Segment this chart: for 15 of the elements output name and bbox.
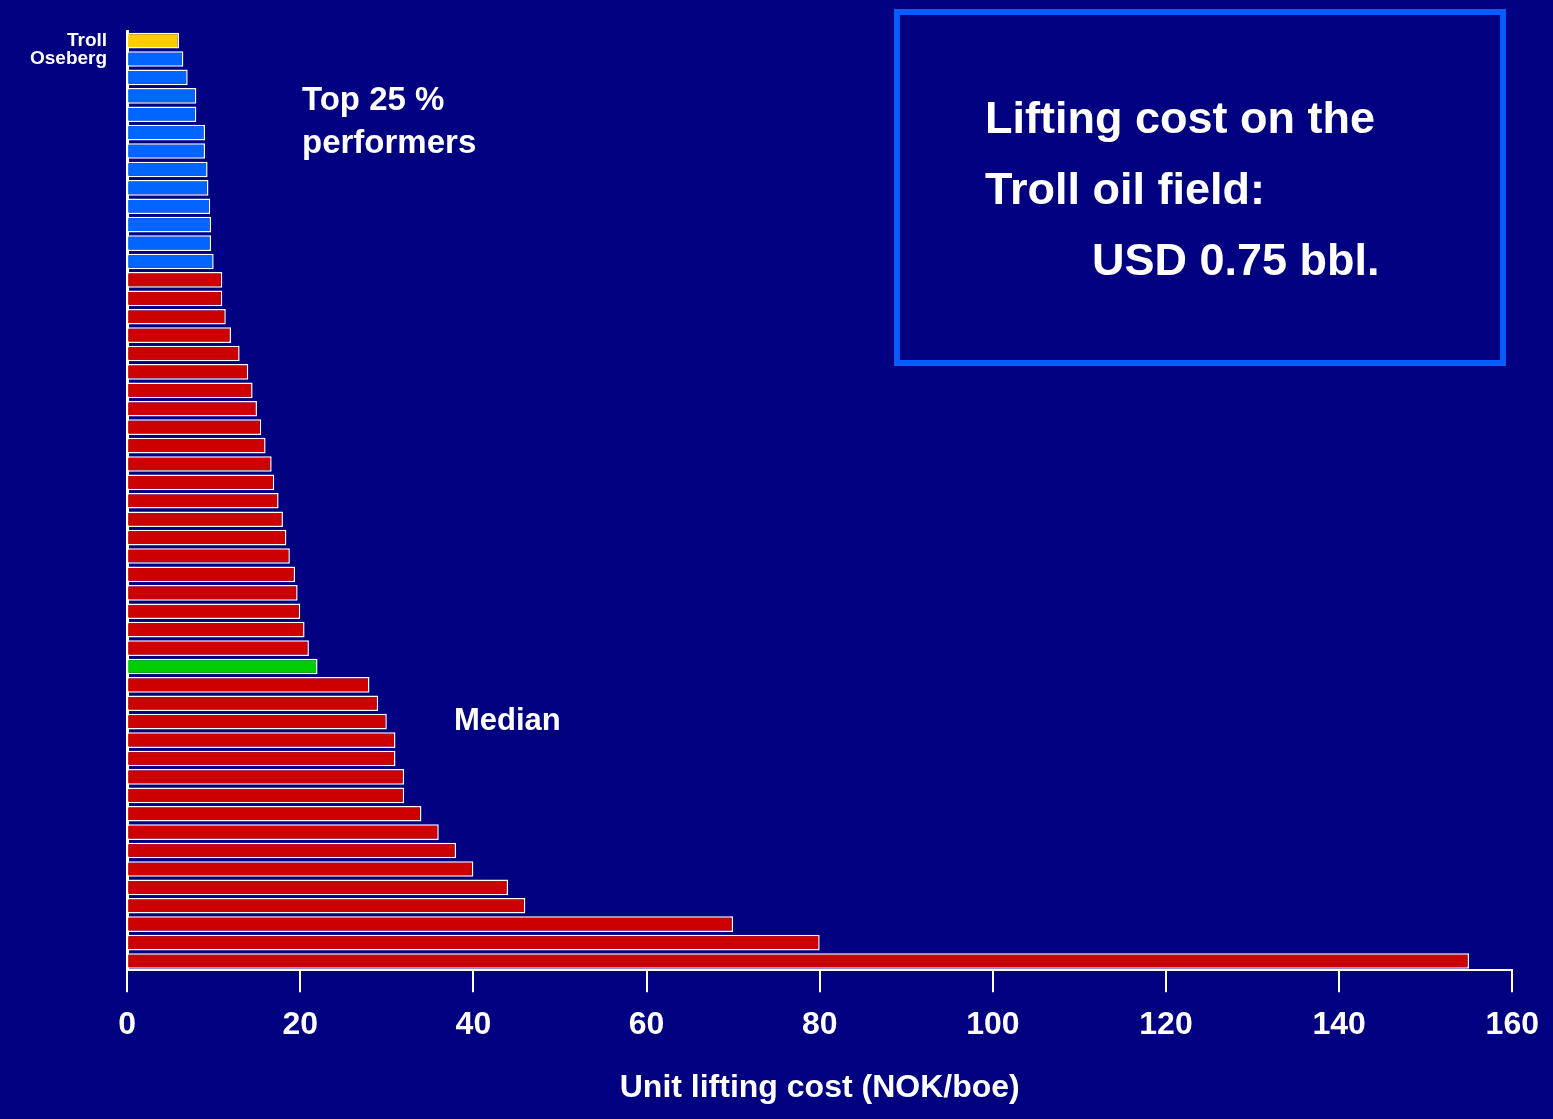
x-tick-label: 80 <box>801 1005 838 1042</box>
x-tick-label: 140 <box>1312 1005 1366 1042</box>
x-tick-label: 40 <box>455 1005 492 1042</box>
annotation: Median <box>454 701 561 739</box>
y-tick-label: Troll <box>66 28 108 50</box>
annotation: Top 25 % performers <box>302 79 477 162</box>
x-tick-label: 100 <box>966 1005 1020 1042</box>
annotation: Lifting cost on the Troll oil field: USD 0.75 bbl. <box>985 91 1380 288</box>
x-tick-label: 160 <box>1485 1005 1539 1042</box>
x-tick-label: 60 <box>628 1005 665 1042</box>
x-axis-title: Unit lifting cost (NOK/boe) <box>619 1067 1020 1104</box>
x-tick-label: 0 <box>118 1005 136 1042</box>
x-tick-label: 120 <box>1139 1005 1193 1042</box>
x-tick-label: 20 <box>282 1005 319 1042</box>
y-tick-label: Oseberg <box>29 47 108 69</box>
